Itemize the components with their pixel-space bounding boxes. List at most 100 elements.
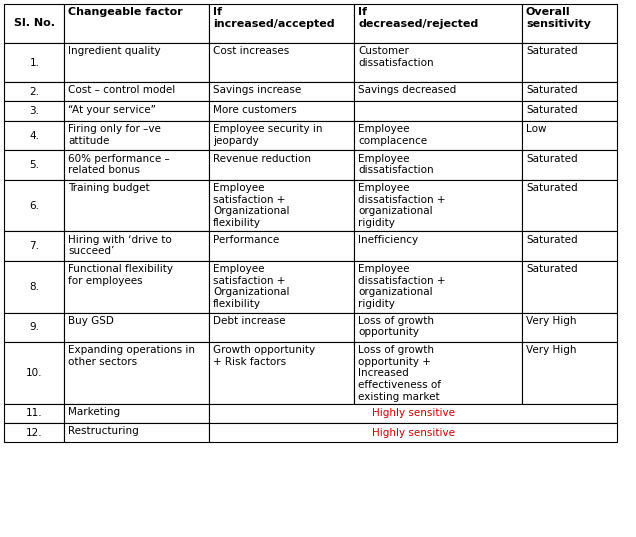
Bar — [522, 82, 617, 101]
Bar — [354, 150, 522, 180]
Bar — [64, 82, 209, 101]
Bar — [4, 82, 64, 101]
Text: 10.: 10. — [26, 368, 43, 378]
Text: Marketing: Marketing — [68, 407, 120, 417]
Bar — [522, 4, 617, 43]
Bar — [522, 231, 617, 261]
Text: Revenue reduction: Revenue reduction — [213, 154, 311, 164]
Text: Expanding operations in
other sectors: Expanding operations in other sectors — [68, 345, 195, 367]
Bar — [354, 261, 522, 313]
Bar — [64, 261, 209, 313]
Text: Training budget: Training budget — [68, 183, 149, 193]
Bar — [64, 121, 209, 150]
Bar — [522, 43, 617, 82]
Text: Employee
complacence: Employee complacence — [358, 124, 427, 146]
Text: Growth opportunity
+ Risk factors: Growth opportunity + Risk factors — [213, 345, 315, 367]
Text: Cost increases: Cost increases — [213, 46, 289, 56]
Text: Employee
satisfaction +
Organizational
flexibility: Employee satisfaction + Organizational f… — [213, 264, 289, 309]
Text: Very High: Very High — [526, 316, 576, 326]
Bar — [354, 101, 522, 121]
Bar — [4, 313, 64, 342]
Text: Saturated: Saturated — [526, 183, 577, 193]
Bar — [354, 4, 522, 43]
Text: Employee
dissatisfaction: Employee dissatisfaction — [358, 154, 434, 175]
Text: Savings decreased: Savings decreased — [358, 85, 456, 96]
Bar — [209, 231, 354, 261]
Bar — [64, 404, 209, 423]
Bar — [4, 121, 64, 150]
Text: 4.: 4. — [29, 130, 39, 141]
Text: Inefficiency: Inefficiency — [358, 235, 418, 245]
Text: Saturated: Saturated — [526, 235, 577, 245]
Bar — [4, 43, 64, 82]
Bar — [64, 231, 209, 261]
Text: Customer
dissatisfaction: Customer dissatisfaction — [358, 46, 434, 68]
Text: Employee
dissatisfaction +
organizational
rigidity: Employee dissatisfaction + organizationa… — [358, 264, 446, 309]
Bar — [354, 43, 522, 82]
Text: 2.: 2. — [29, 87, 39, 97]
Text: If
decreased/rejected: If decreased/rejected — [358, 7, 478, 28]
Text: 12.: 12. — [26, 428, 43, 438]
Text: Highly sensitive: Highly sensitive — [371, 409, 455, 418]
Text: Changeable factor: Changeable factor — [68, 7, 183, 17]
Bar — [209, 313, 354, 342]
Bar — [4, 404, 64, 423]
Text: 60% performance –
related bonus: 60% performance – related bonus — [68, 154, 170, 175]
Bar — [64, 43, 209, 82]
Text: More customers: More customers — [213, 105, 297, 115]
Bar — [64, 4, 209, 43]
Text: Saturated: Saturated — [526, 105, 577, 115]
Text: Low: Low — [526, 124, 546, 134]
Text: Loss of growth
opportunity: Loss of growth opportunity — [358, 316, 434, 337]
Bar — [209, 150, 354, 180]
Bar — [354, 231, 522, 261]
Text: Cost – control model: Cost – control model — [68, 85, 176, 96]
Text: Restructuring: Restructuring — [68, 426, 139, 437]
Bar — [522, 101, 617, 121]
Text: 8.: 8. — [29, 282, 39, 292]
Bar — [209, 342, 354, 404]
Bar — [209, 43, 354, 82]
Bar — [64, 101, 209, 121]
Text: Loss of growth
opportunity +
Increased
effectiveness of
existing market: Loss of growth opportunity + Increased e… — [358, 345, 441, 402]
Text: Saturated: Saturated — [526, 154, 577, 164]
Bar — [522, 150, 617, 180]
Bar — [64, 150, 209, 180]
Text: 6.: 6. — [29, 201, 39, 211]
Bar — [4, 423, 64, 442]
Bar — [209, 101, 354, 121]
Text: Saturated: Saturated — [526, 85, 577, 96]
Bar — [522, 261, 617, 313]
Bar — [522, 121, 617, 150]
Text: 9.: 9. — [29, 322, 39, 332]
Bar — [209, 423, 617, 442]
Bar — [209, 261, 354, 313]
Text: 11.: 11. — [26, 409, 43, 418]
Text: If
increased/accepted: If increased/accepted — [213, 7, 335, 28]
Bar — [4, 261, 64, 313]
Text: Firing only for –ve
attitude: Firing only for –ve attitude — [68, 124, 161, 146]
Text: Employee security in
jeopardy: Employee security in jeopardy — [213, 124, 322, 146]
Bar — [354, 342, 522, 404]
Text: Saturated: Saturated — [526, 264, 577, 274]
Bar — [4, 4, 64, 43]
Text: Very High: Very High — [526, 345, 576, 355]
Text: Buy GSD: Buy GSD — [68, 316, 114, 326]
Text: Functional flexibility
for employees: Functional flexibility for employees — [68, 264, 173, 286]
Bar — [64, 313, 209, 342]
Bar — [209, 82, 354, 101]
Bar — [354, 82, 522, 101]
Text: 7.: 7. — [29, 241, 39, 251]
Bar — [4, 342, 64, 404]
Bar — [522, 313, 617, 342]
Text: Employee
dissatisfaction +
organizational
rigidity: Employee dissatisfaction + organizationa… — [358, 183, 446, 228]
Bar — [354, 121, 522, 150]
Text: Highly sensitive: Highly sensitive — [371, 428, 455, 438]
Text: Performance: Performance — [213, 235, 279, 245]
Bar — [354, 313, 522, 342]
Bar — [209, 180, 354, 231]
Bar — [64, 180, 209, 231]
Bar — [4, 101, 64, 121]
Bar — [522, 342, 617, 404]
Text: Overall
sensitivity: Overall sensitivity — [526, 7, 591, 28]
